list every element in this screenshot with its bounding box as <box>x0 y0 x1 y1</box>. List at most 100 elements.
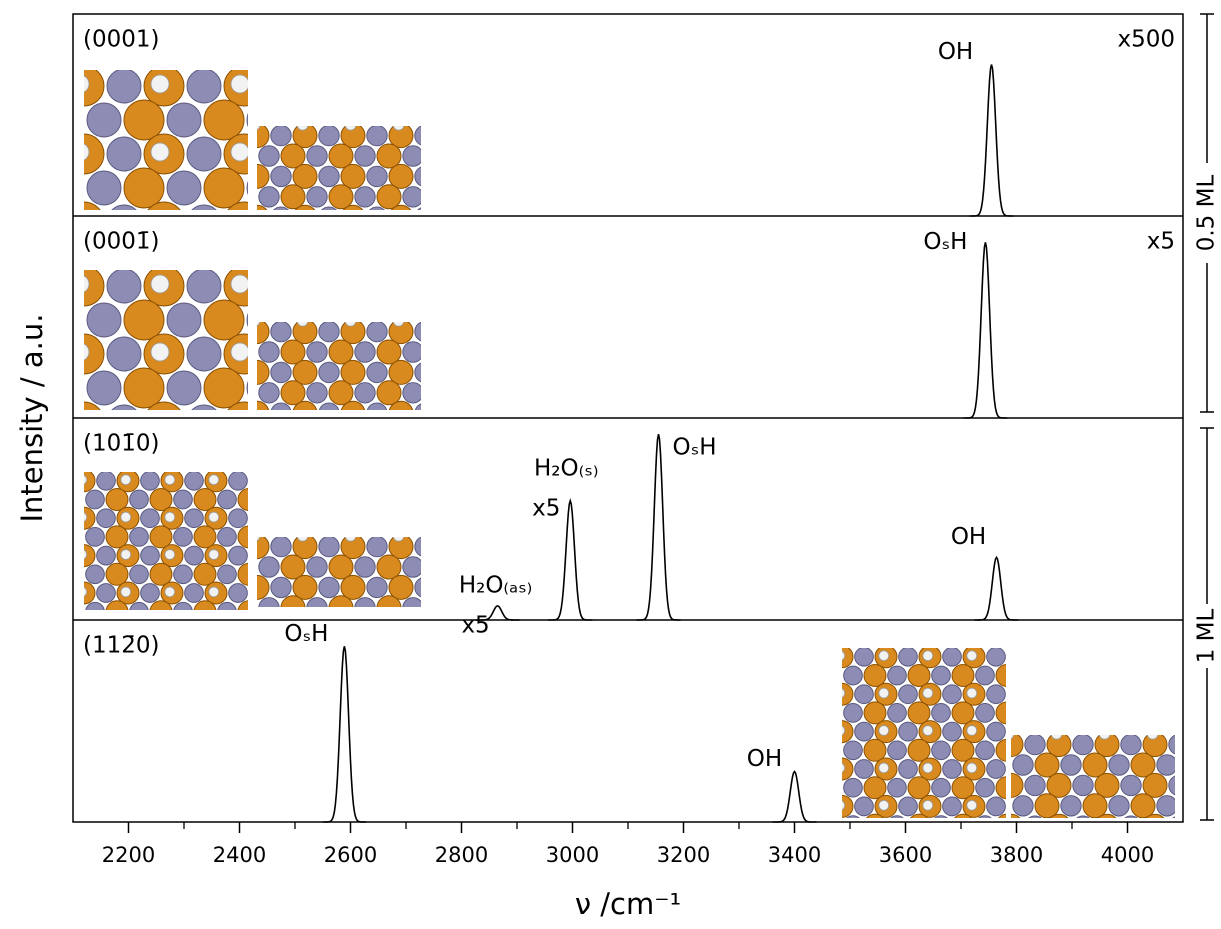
atom <box>1072 735 1094 756</box>
atom-h <box>120 586 132 598</box>
atom <box>106 136 142 172</box>
atom <box>863 776 887 800</box>
atom <box>129 564 149 585</box>
atom <box>306 597 328 607</box>
atom <box>366 361 388 384</box>
atom <box>166 302 202 338</box>
atom <box>376 554 402 580</box>
atom-h <box>344 126 357 131</box>
atom <box>842 720 854 744</box>
atom <box>246 380 248 396</box>
atom <box>1012 754 1034 776</box>
atom <box>292 400 318 410</box>
atom <box>842 648 854 669</box>
atom <box>887 740 907 761</box>
structure-inset <box>257 322 421 410</box>
panel-label: (112̄0) <box>83 633 159 659</box>
atom <box>84 581 96 605</box>
atom <box>292 574 318 600</box>
structure-inset <box>842 648 1006 818</box>
atom <box>318 361 340 384</box>
atom <box>376 184 402 210</box>
atom <box>105 525 129 549</box>
atom <box>84 544 96 568</box>
peak <box>636 434 681 621</box>
atom-h <box>1011 735 1015 740</box>
x-tick-label: 2400 <box>213 843 266 867</box>
x-tick-label: 3600 <box>879 843 932 867</box>
atom <box>975 740 995 761</box>
atom <box>292 126 318 149</box>
atom <box>1156 754 1175 776</box>
atom <box>414 166 421 187</box>
atom-h <box>922 650 934 662</box>
atom <box>843 740 863 761</box>
atom <box>863 738 887 762</box>
atom <box>85 564 105 585</box>
atom <box>842 682 854 706</box>
atom <box>258 186 280 208</box>
atom <box>84 270 105 307</box>
atom <box>951 738 975 762</box>
atom <box>270 537 292 558</box>
atom <box>96 545 116 566</box>
atom <box>1130 793 1156 818</box>
atom-h <box>84 474 88 485</box>
atom <box>227 401 248 410</box>
atom <box>85 489 105 510</box>
atom <box>105 562 129 586</box>
atom <box>237 562 248 586</box>
atom <box>258 341 280 363</box>
atom <box>376 595 402 607</box>
atom-h <box>84 343 90 361</box>
atom-h <box>922 799 934 811</box>
atom <box>84 333 105 375</box>
atom <box>147 201 181 210</box>
atom <box>865 813 885 818</box>
atom <box>843 777 863 798</box>
peak-label: OH <box>951 524 986 550</box>
atom <box>86 102 122 138</box>
atom <box>228 545 248 566</box>
structure-inset <box>84 70 248 210</box>
atom-h <box>842 650 846 661</box>
atom <box>854 796 874 817</box>
atom-h <box>84 512 88 522</box>
atom <box>123 367 165 409</box>
atom <box>246 112 248 128</box>
atom <box>186 336 222 372</box>
atom <box>193 525 217 549</box>
atom-h <box>84 587 88 597</box>
atom <box>318 537 340 558</box>
atom <box>84 472 96 493</box>
atom <box>166 170 202 206</box>
atom-h <box>922 762 934 774</box>
y-axis-title: Intensity / a.u. <box>15 313 49 522</box>
structure-inset <box>1011 735 1175 818</box>
x-tick-label: 3200 <box>657 843 710 867</box>
panel-label: (0001̄) <box>83 229 159 255</box>
atom <box>184 472 204 491</box>
atom-h <box>1146 735 1159 740</box>
atom <box>402 186 421 208</box>
atom-h <box>257 537 261 542</box>
atom <box>270 165 292 188</box>
atom-h <box>257 126 261 131</box>
atom-h <box>150 74 170 94</box>
atom <box>402 145 421 167</box>
atom <box>306 341 328 363</box>
atom <box>1024 774 1046 797</box>
atom-h <box>842 763 846 773</box>
atom <box>280 143 306 169</box>
atom <box>280 339 306 365</box>
atom <box>166 102 202 138</box>
atom <box>390 204 412 210</box>
atom <box>951 776 975 800</box>
atom <box>186 136 222 172</box>
plot: (0001) x500 OH (0001̄) x5 OₛH (101̄0) H₂O₍ₐₛ₎ x5… <box>15 13 1220 921</box>
atom <box>1156 795 1175 817</box>
atom <box>1168 775 1175 796</box>
atom-h <box>84 549 88 560</box>
atom <box>184 583 204 603</box>
atom <box>140 583 160 603</box>
